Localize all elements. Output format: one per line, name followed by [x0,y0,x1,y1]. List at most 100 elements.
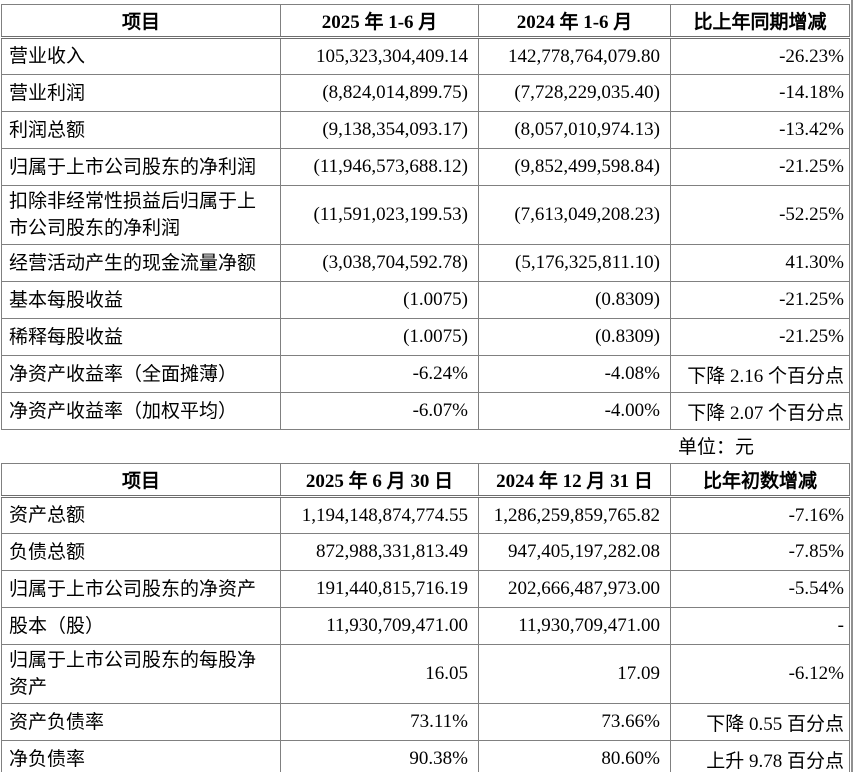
table-row-basic-eps: 基本每股收益 (1.0075) (0.8309) -21.25% [1,281,850,319]
page-edge-line [851,0,853,772]
row-label: 资产负债率 [1,703,281,741]
value-2025: 16.05 [280,644,479,704]
value-change: -21.25% [670,148,850,186]
value-2025: (9,138,354,093.17) [280,111,479,149]
value-change: -21.25% [670,281,850,319]
value-change: -6.12% [670,644,850,704]
value-change: -26.23% [670,37,850,75]
value-2025: (1.0075) [280,281,479,319]
value-change: 下降 0.55 百分点 [670,703,850,741]
row-label: 营业收入 [1,37,281,75]
value-2024: 11,930,709,471.00 [478,607,671,645]
value-2025: 105,323,304,409.14 [280,37,479,75]
value-2024: (7,728,229,035.40) [478,74,671,112]
table-row-diluted-eps: 稀释每股收益 (1.0075) (0.8309) -21.25% [1,318,850,356]
table-row-asset-liability-ratio: 资产负债率 73.11% 73.66% 下降 0.55 百分点 [1,703,850,741]
table-row-net-debt-ratio: 净负债率 90.38% 80.60% 上升 9.78 百分点 [1,740,850,772]
row-label: 归属于上市公司股东的净利润 [1,148,281,186]
value-2024: 142,778,764,079.80 [478,37,671,75]
table1-header-row: 项目 2025 年 1-6 月 2024 年 1-6 月 比上年同期增减 [1,4,850,39]
value-2024: (5,176,325,811.10) [478,244,671,282]
value-2025: (11,591,023,199.53) [280,185,479,245]
row-label: 归属于上市公司股东的每股净资产 [1,644,281,704]
value-change: 下降 2.16 个百分点 [670,355,850,393]
period-comparison-table: 项目 2025 年 1-6 月 2024 年 1-6 月 比上年同期增减 营业收… [1,4,850,430]
value-2024: 17.09 [478,644,671,704]
value-2024: (8,057,010,974.13) [478,111,671,149]
value-2025: -6.07% [280,392,479,430]
value-2024: -4.00% [478,392,671,430]
table-row-net-profit-excl-nonrecurring: 扣除非经常性损益后归属于上市公司股东的净利润 (11,591,023,199.5… [1,185,850,245]
row-label: 净资产收益率（全面摊薄） [1,355,281,393]
unit-label: 单位：元 [678,437,755,458]
table-row-roe-fully-diluted: 净资产收益率（全面摊薄） -6.24% -4.08% 下降 2.16 个百分点 [1,355,850,393]
table-row-net-assets-attributable: 归属于上市公司股东的净资产 191,440,815,716.19 202,666… [1,570,850,608]
value-2025: (8,824,014,899.75) [280,74,479,112]
value-2024: (9,852,499,598.84) [478,148,671,186]
row-label: 营业利润 [1,74,281,112]
value-2024: (0.8309) [478,281,671,319]
value-2025: (11,946,573,688.12) [280,148,479,186]
value-2025: 872,988,331,813.49 [280,533,479,571]
table-row-operating-revenue: 营业收入 105,323,304,409.14 142,778,764,079.… [1,37,850,75]
table1-header-item: 项目 [1,4,281,39]
value-change: -7.85% [670,533,850,571]
table2-header-change: 比年初数增减 [670,463,850,498]
value-2024: (0.8309) [478,318,671,356]
value-2024: 80.60% [478,740,671,772]
row-label: 归属于上市公司股东的净资产 [1,570,281,608]
value-change: 下降 2.07 个百分点 [670,392,850,430]
value-2025: 191,440,815,716.19 [280,570,479,608]
row-label: 基本每股收益 [1,281,281,319]
value-change: -5.54% [670,570,850,608]
row-label: 负债总额 [1,533,281,571]
row-label: 资产总额 [1,496,281,534]
value-2024: 1,286,259,859,765.82 [478,496,671,534]
table1-header-change: 比上年同期增减 [670,4,850,39]
table-row-total-assets: 资产总额 1,194,148,874,774.55 1,286,259,859,… [1,496,850,534]
value-2025: (1.0075) [280,318,479,356]
table-row-total-profit: 利润总额 (9,138,354,093.17) (8,057,010,974.1… [1,111,850,149]
table1-header-period-2025: 2025 年 1-6 月 [280,4,479,39]
value-change: -14.18% [670,74,850,112]
value-change: -21.25% [670,318,850,356]
table-row-roe-weighted-average: 净资产收益率（加权平均） -6.07% -4.00% 下降 2.07 个百分点 [1,392,850,430]
row-label: 稀释每股收益 [1,318,281,356]
value-change: -7.16% [670,496,850,534]
value-2024: -4.08% [478,355,671,393]
table2-header-row: 项目 2025 年 6 月 30 日 2024 年 12 月 31 日 比年初数… [1,463,850,498]
value-change: -13.42% [670,111,850,149]
table-row-net-profit-attributable: 归属于上市公司股东的净利润 (11,946,573,688.12) (9,852… [1,148,850,186]
value-2024: 947,405,197,282.08 [478,533,671,571]
row-label: 净负债率 [1,740,281,772]
row-label: 股本（股） [1,607,281,645]
table2-header-date-2025: 2025 年 6 月 30 日 [280,463,479,498]
value-change: 41.30% [670,244,850,282]
row-label: 净资产收益率（加权平均） [1,392,281,430]
table2-header-item: 项目 [1,463,281,498]
table-row-operating-profit: 营业利润 (8,824,014,899.75) (7,728,229,035.4… [1,74,850,112]
value-2024: (7,613,049,208.23) [478,185,671,245]
table-row-share-capital: 股本（股） 11,930,709,471.00 11,930,709,471.0… [1,607,850,645]
value-2025: 11,930,709,471.00 [280,607,479,645]
value-2024: 202,666,487,973.00 [478,570,671,608]
value-2024: 73.66% [478,703,671,741]
value-2025: 90.38% [280,740,479,772]
balance-comparison-table: 项目 2025 年 6 月 30 日 2024 年 12 月 31 日 比年初数… [1,463,850,772]
table-row-net-assets-per-share: 归属于上市公司股东的每股净资产 16.05 17.09 -6.12% [1,644,850,704]
value-change: - [670,607,850,645]
value-change: 上升 9.78 百分点 [670,740,850,772]
value-2025: -6.24% [280,355,479,393]
value-2025: 73.11% [280,703,479,741]
row-label: 扣除非经常性损益后归属于上市公司股东的净利润 [1,185,281,245]
value-2025: 1,194,148,874,774.55 [280,496,479,534]
row-label: 经营活动产生的现金流量净额 [1,244,281,282]
table-row-operating-cash-flow: 经营活动产生的现金流量净额 (3,038,704,592.78) (5,176,… [1,244,850,282]
value-2025: (3,038,704,592.78) [280,244,479,282]
table2-header-date-2024: 2024 年 12 月 31 日 [478,463,671,498]
table1-header-period-2024: 2024 年 1-6 月 [478,4,671,39]
value-change: -52.25% [670,185,850,245]
row-label: 利润总额 [1,111,281,149]
table-row-total-liabilities: 负债总额 872,988,331,813.49 947,405,197,282.… [1,533,850,571]
